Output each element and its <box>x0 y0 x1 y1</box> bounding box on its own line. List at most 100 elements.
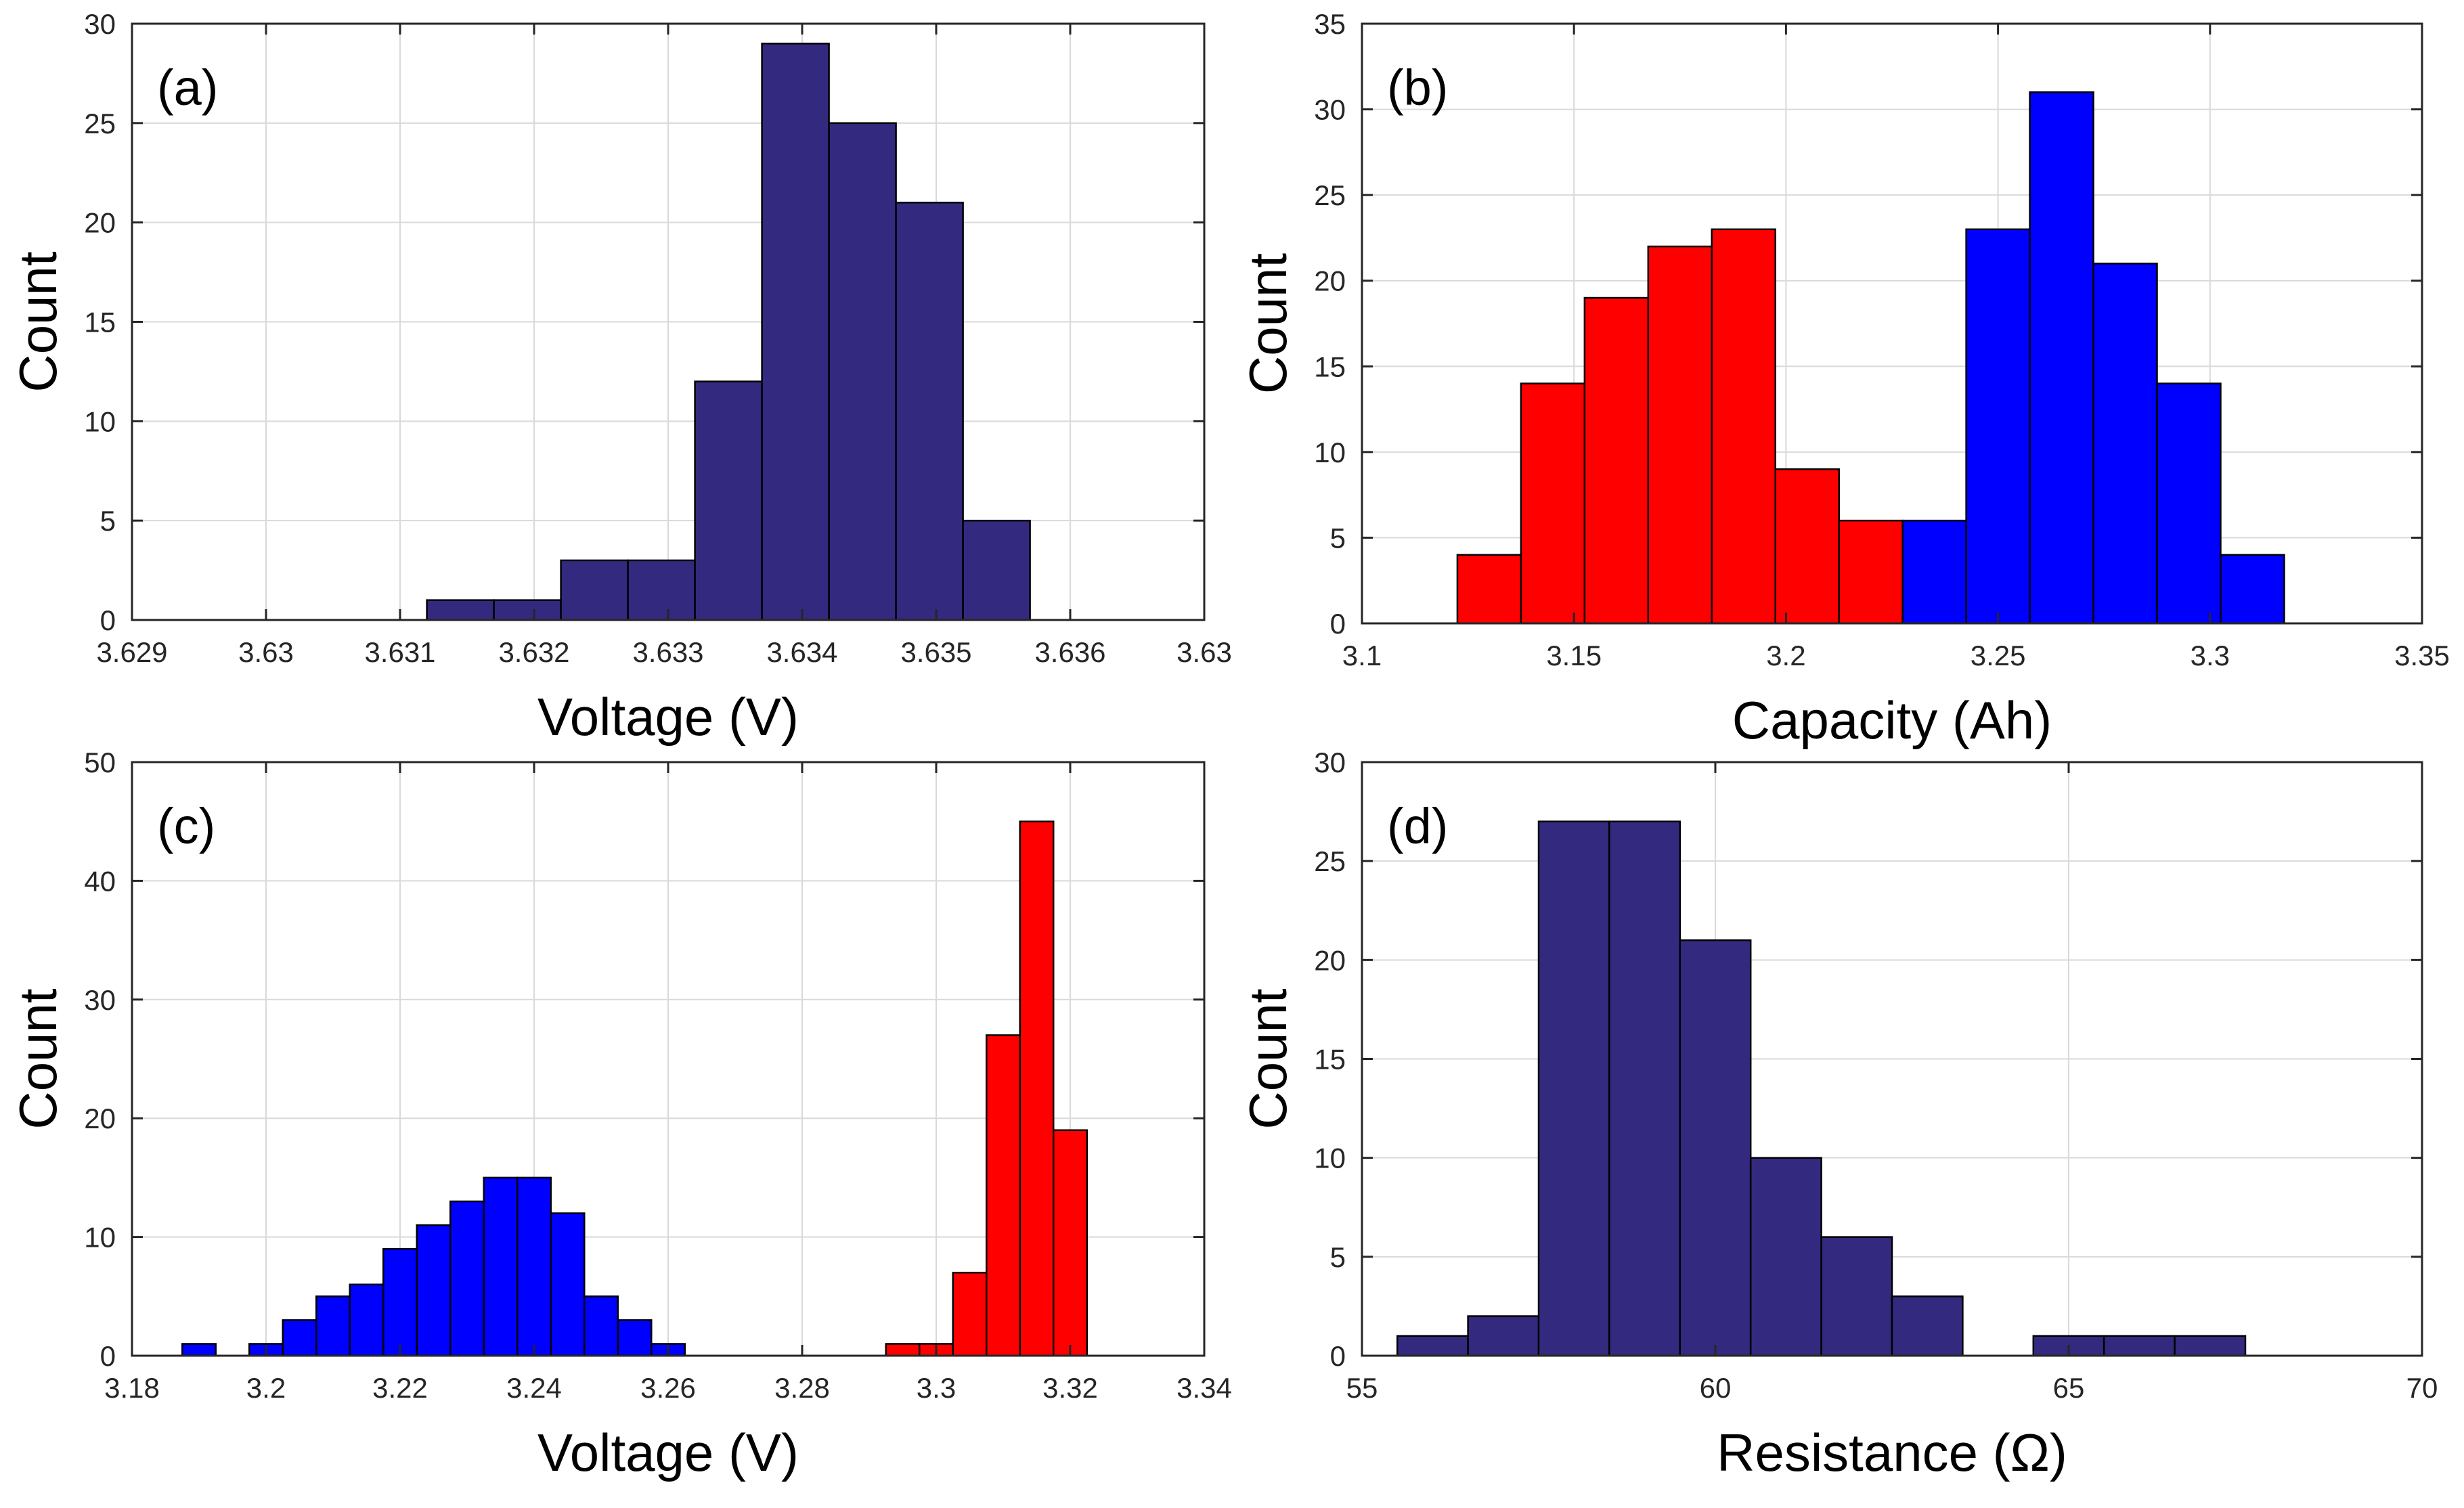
y-axis-label-a: Count <box>8 251 68 392</box>
histogram-bar <box>449 1200 485 1357</box>
y-tick-label-c: 10 <box>84 1222 116 1254</box>
histogram-bar <box>426 599 495 621</box>
histogram-bar <box>349 1283 384 1357</box>
x-axis-label-a: Voltage (V) <box>537 687 799 747</box>
histogram-bar <box>382 1247 418 1357</box>
x-tick-label-c: 3.3 <box>917 1372 956 1404</box>
histogram-bar <box>617 1319 653 1357</box>
y-tick-label-d: 25 <box>1314 845 1346 877</box>
histogram-bar <box>181 1343 217 1357</box>
histogram-bar <box>962 519 1031 621</box>
chart-panel-d: 55 60 65 70 0 5 10 15 20 25 30 Resistance (Ω) Count (… <box>1238 747 2438 1482</box>
x-tick-label-c: 3.28 <box>774 1372 830 1404</box>
series-d-1 <box>1396 820 2247 1357</box>
x-tick-label-d: 55 <box>1346 1372 1378 1404</box>
x-tick-label-b: 3.25 <box>1971 640 2026 671</box>
histogram-bar <box>1749 1157 1822 1357</box>
x-tick-label-c: 3.32 <box>1042 1372 1098 1404</box>
x-tick-label-a: 3.633 <box>632 636 703 668</box>
series-b-1 <box>1838 91 2285 625</box>
x-tick-label-b: 3.1 <box>1342 640 1382 671</box>
y-tick-label-c: 20 <box>84 1103 116 1134</box>
chart-panel-c: 3.18 3.2 3.22 3.24 3.26 3.28 3.3 3.32 3.34 0 10 20 3… <box>8 747 1232 1482</box>
panel-label-a: (a) <box>157 60 218 116</box>
series-c-1 <box>181 1176 686 1357</box>
y-tick-label-b: 10 <box>1314 437 1346 468</box>
histogram-bar <box>1711 228 1776 625</box>
histogram-bar <box>2103 1335 2176 1357</box>
histogram-bar <box>315 1295 351 1357</box>
x-tick-label-a: 3.635 <box>900 636 971 668</box>
x-tick-label-a: 3.636 <box>1034 636 1105 668</box>
histogram-bar <box>550 1212 586 1357</box>
y-tick-label-d: 15 <box>1314 1044 1346 1075</box>
x-tick-label-b: 3.3 <box>2191 640 2230 671</box>
panel-label-d: (d) <box>1387 798 1448 854</box>
histogram-bar <box>627 559 696 621</box>
histogram-bar <box>1537 820 1610 1357</box>
y-tick-label-a: 5 <box>100 505 116 537</box>
x-tick-label-c: 3.18 <box>104 1372 160 1404</box>
histogram-bar <box>1891 1295 1964 1357</box>
panel-label-c: (c) <box>157 798 215 854</box>
histogram-bar <box>483 1176 519 1357</box>
histogram-bar <box>1456 554 1522 625</box>
histogram-bar <box>761 43 830 621</box>
panel-label-b: (b) <box>1387 60 1448 116</box>
y-tick-label-b: 20 <box>1314 265 1346 297</box>
histogram-bar <box>1053 1129 1088 1357</box>
histogram-bar <box>1583 296 1650 625</box>
histogram-bar <box>1520 382 1586 625</box>
x-tick-label-c: 3.34 <box>1176 1372 1232 1404</box>
x-tick-label-a: 3.629 <box>96 636 167 668</box>
series-a-1 <box>426 43 1031 621</box>
y-tick-label-b: 25 <box>1314 179 1346 211</box>
x-tick-label-c: 3.22 <box>372 1372 428 1404</box>
x-tick-label-a: 3.634 <box>766 636 837 668</box>
x-tick-label-d: 65 <box>2053 1372 2085 1404</box>
histogram-bar <box>1965 228 2031 625</box>
histogram-bar <box>493 599 562 621</box>
chart-panel-b: 3.1 3.15 3.2 3.25 3.3 3.35 0 5 10 15 20 25 30 35 Capac… <box>1238 8 2450 750</box>
histogram-bar <box>2092 263 2158 625</box>
x-tick-label-a: 3.632 <box>498 636 569 668</box>
y-tick-label-b: 15 <box>1314 351 1346 382</box>
x-axis-label-c: Voltage (V) <box>537 1423 799 1482</box>
histogram-bar <box>885 1343 921 1357</box>
series-b-2 <box>1456 228 1904 625</box>
histogram-bar <box>1774 468 1840 625</box>
chart-panel-a: 3.629 3.63 3.631 3.632 3.633 3.634 3.635 3.636 3… <box>8 8 1232 747</box>
histogram-bar <box>1901 519 1967 625</box>
y-tick-label-c: 30 <box>84 984 116 1016</box>
y-tick-label-b: 5 <box>1330 522 1346 554</box>
histogram-bar <box>516 1176 552 1357</box>
histogram-bar <box>1679 939 1752 1357</box>
histogram-bar <box>2174 1335 2247 1357</box>
y-axis-label-c: Count <box>8 988 68 1129</box>
histogram-bar <box>2029 91 2094 625</box>
histogram-bar <box>1608 820 1681 1357</box>
histogram-bar <box>1838 519 1904 625</box>
y-tick-label-a: 0 <box>100 604 116 636</box>
y-tick-label-b: 0 <box>1330 608 1346 640</box>
y-tick-label-d: 0 <box>1330 1340 1346 1372</box>
y-tick-label-c: 50 <box>84 747 116 778</box>
x-tick-label-b: 3.2 <box>1766 640 1805 671</box>
y-tick-label-d: 10 <box>1314 1143 1346 1174</box>
histogram-bar <box>584 1295 619 1357</box>
y-axis-label-d: Count <box>1238 988 1298 1129</box>
histogram-bar <box>282 1319 317 1357</box>
histogram-bar <box>1019 820 1055 1357</box>
x-axis-label-d: Resistance (Ω) <box>1717 1423 2067 1482</box>
x-tick-label-c: 3.2 <box>246 1372 286 1404</box>
y-tick-label-b: 30 <box>1314 94 1346 126</box>
histogram-bar <box>694 380 763 621</box>
y-tick-label-d: 30 <box>1314 747 1346 778</box>
histogram-bar <box>1467 1315 1540 1357</box>
y-tick-label-a: 15 <box>84 307 116 338</box>
y-tick-label-c: 0 <box>100 1340 116 1372</box>
y-tick-label-a: 10 <box>84 405 116 437</box>
histogram-bar <box>2156 382 2222 625</box>
histogram-bar <box>828 122 897 621</box>
